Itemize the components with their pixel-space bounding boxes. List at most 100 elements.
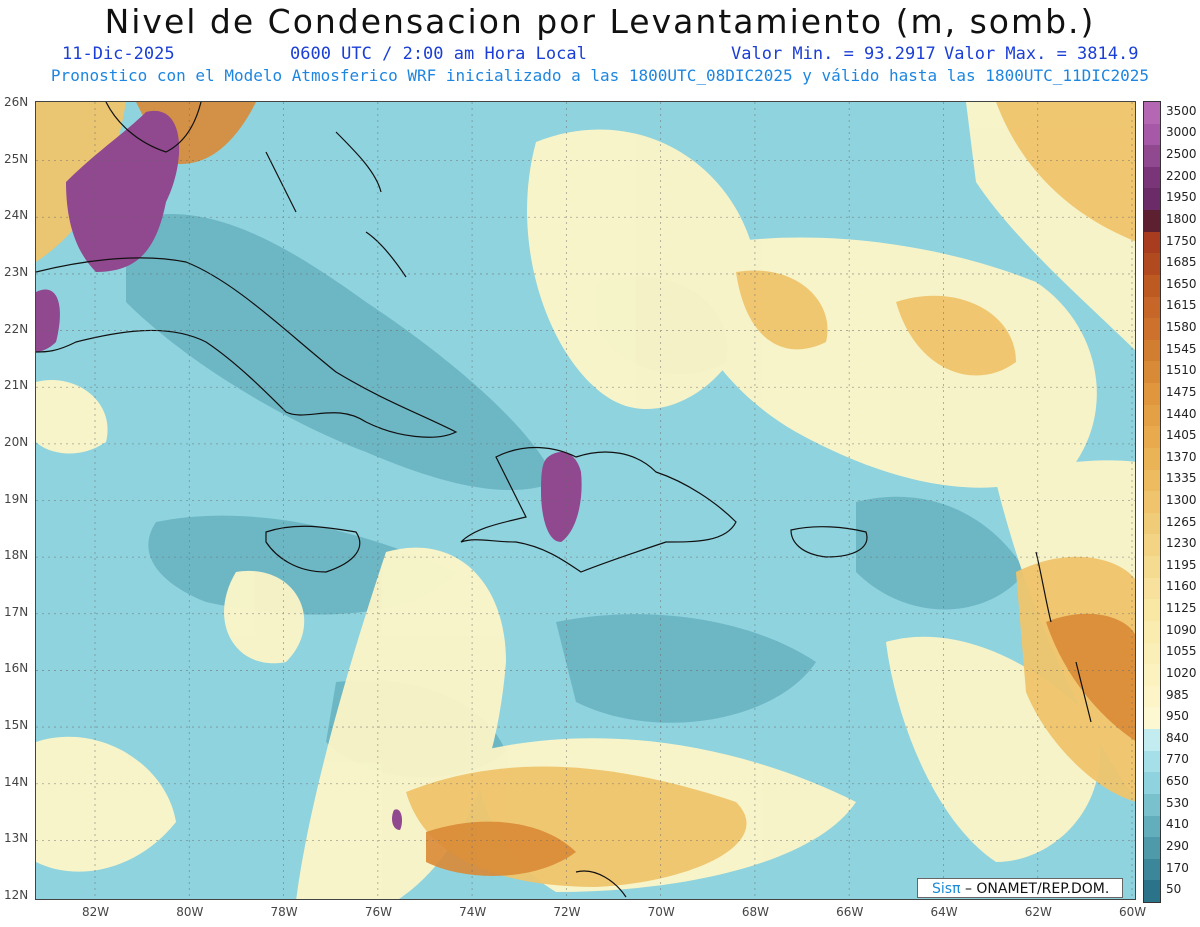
colorbar-segment [1144,274,1160,298]
lat-label: 17N [4,604,29,619]
lon-label: 82W [82,905,110,919]
colorbar-label: 1055 [1166,644,1197,659]
hispaniola-coast [460,447,737,573]
colorbar-label: 1800 [1166,211,1197,226]
colorbar-segment [1144,469,1160,492]
colorbar-segment [1144,339,1160,362]
colorbar-label: 2200 [1166,168,1197,183]
colorbar-label: 840 [1166,730,1189,745]
colorbar-segment [1144,166,1160,189]
lon-label: 60W [1119,905,1147,919]
colorbar-label: 1510 [1166,363,1197,378]
colorbar-segment [1144,447,1160,471]
colorbar-label: 1265 [1166,514,1197,529]
colorbar-label: 1090 [1166,622,1197,637]
forecast-time: 0600 UTC / 2:00 am Hora Local [290,44,587,64]
cuba-coast [36,257,458,438]
brand-pi: π [952,881,961,897]
colorbar-segment [1144,620,1160,644]
jamaica-coast [265,525,361,573]
colorbar-segment [1144,123,1160,146]
colorbar-label: 290 [1166,838,1189,853]
colorbar-segment [1144,815,1160,838]
colorbar-segment [1144,296,1160,319]
credit-suffix: – ONAMET/REP.DOM. [960,881,1110,897]
lesser-antilles-1 [1035,551,1052,623]
colorbar-label: 170 [1166,860,1189,875]
max-value: Valor Max. = 3814.9 [944,44,1139,64]
colorbar-label: 3500 [1166,103,1197,118]
lat-label: 20N [4,434,29,449]
lesser-antilles-2 [1075,661,1092,723]
lat-label: 13N [4,831,29,846]
colorbar-segment [1144,512,1160,535]
lon-label: 62W [1024,905,1052,919]
lat-label: 26N [4,95,29,109]
colorbar-segment [1144,491,1160,514]
lon-label: 66W [836,905,864,919]
min-value: Valor Min. = 93.2917 [731,44,936,64]
lon-label: 72W [553,905,581,919]
colorbar-label: 3000 [1166,125,1197,140]
lon-label: 76W [364,905,392,919]
colorbar-label: 1685 [1166,255,1197,270]
puerto-rico-coast [790,526,868,558]
lon-label: 74W [459,905,487,919]
map-canvas [36,102,1135,899]
colorbar-segment [1144,145,1160,168]
bahamas-2 [335,131,382,193]
colorbar-segment [1144,750,1160,773]
colorbar-label: 1545 [1166,341,1197,356]
colorbar-label: 1125 [1166,601,1197,616]
colorbar-segment [1144,361,1160,384]
colorbar-label: 1405 [1166,428,1197,443]
chart-title: Nivel de Condensacion por Levantamiento … [104,2,1096,41]
lat-label: 18N [4,548,29,563]
colorbar-segment [1144,404,1160,427]
colorbar-label: 530 [1166,795,1189,810]
colorbar-label: 1650 [1166,276,1197,291]
forecast-date: 11-Dic-2025 [62,44,175,64]
colorbar-segment [1144,837,1160,860]
colorbar-label: 1750 [1166,233,1197,248]
colorbar-label: 1440 [1166,406,1197,421]
lon-label: 64W [930,905,958,919]
lon-label: 68W [741,905,770,919]
colorbar-label: 650 [1166,774,1189,789]
colorbar-label: 1195 [1166,557,1197,572]
lat-label: 21N [4,378,29,393]
south-america-coast [575,870,627,898]
graticule [36,102,1135,899]
colorbar-segment [1144,599,1160,622]
colorbar-label: 1335 [1166,471,1197,486]
lat-label: 16N [4,661,29,676]
credit-box: Sisπ – ONAMET/REP.DOM. [917,878,1123,898]
lat-label: 15N [4,718,29,733]
colorbar-segment [1144,685,1160,708]
colorbar-segment [1144,188,1160,211]
colorbar-segment [1144,772,1160,795]
colorbar-label: 770 [1166,752,1189,767]
colorbar-segment [1144,729,1160,752]
lat-label: 19N [4,491,29,506]
colorbar-label: 1020 [1166,665,1197,680]
colorbar-label: 1300 [1166,493,1197,507]
colorbar-label: 1580 [1166,320,1197,335]
colorbar-segment [1144,318,1160,341]
brand-prefix: Sis [932,881,953,897]
colorbar-label: 1370 [1166,449,1197,464]
colorbar-label: 1950 [1166,190,1197,205]
lat-label: 25N [4,151,29,166]
colorbar-label: 1615 [1166,298,1197,313]
lat-label: 22N [4,321,29,336]
colorbar-segment [1144,534,1160,557]
colorbar-segment [1144,253,1160,276]
bahamas-1 [265,151,297,213]
colorbar-label: 985 [1166,687,1189,702]
model-subtitle: Pronostico con el Modelo Atmosferico WRF… [50,66,1150,85]
coastlines [36,102,1092,898]
colorbar-segment [1144,231,1160,254]
lat-label: 24N [4,208,29,223]
colorbar-segment [1144,426,1160,449]
lat-label: 23N [4,264,29,279]
